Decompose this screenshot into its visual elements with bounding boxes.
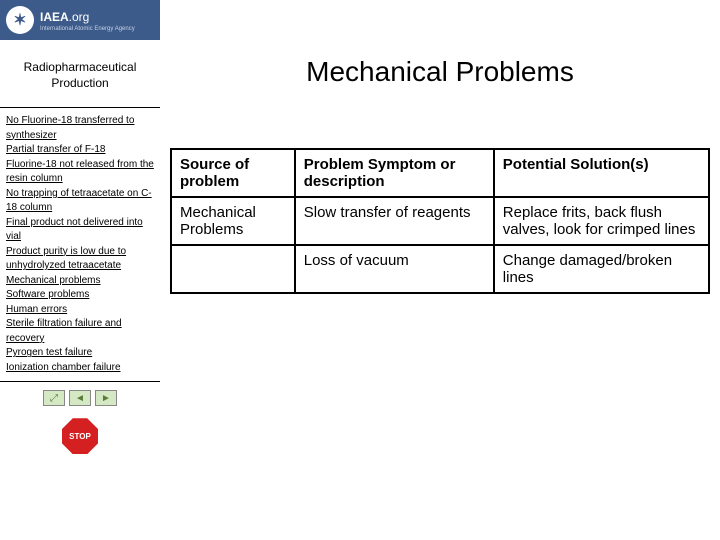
sidebar-link[interactable]: Ionization chamber failure [6, 361, 154, 376]
nav-next-icon[interactable]: ► [95, 390, 117, 406]
sidebar-link[interactable]: Software problems [6, 288, 154, 303]
table-cell: Change damaged/broken lines [494, 245, 709, 293]
sidebar-link[interactable]: Product purity is low due to unhydrolyze… [6, 245, 154, 274]
sidebar-link[interactable]: Mechanical problems [6, 274, 154, 289]
org-header: ✶ IAEA.org International Atomic Energy A… [0, 0, 160, 40]
org-name: IAEA [40, 10, 69, 24]
sidebar-link[interactable]: Fluorine-18 not released from the resin … [6, 158, 154, 187]
main-layout: Radiopharmaceutical Production No Fluori… [0, 40, 720, 540]
iaea-logo-icon: ✶ [6, 6, 34, 34]
problems-table: Source of problem Problem Symptom or des… [170, 148, 710, 294]
sidebar-link[interactable]: Human errors [6, 303, 154, 318]
table-header: Source of problem [171, 149, 295, 197]
stop-button[interactable]: STOP [62, 418, 98, 454]
sidebar-title: Radiopharmaceutical Production [0, 40, 160, 107]
nav-home-icon[interactable]: ⤢ [43, 390, 65, 406]
table-row: Mechanical Problems Slow transfer of rea… [171, 197, 709, 245]
nav-controls: ⤢ ◄ ► [0, 382, 160, 414]
sidebar-link[interactable]: Sterile filtration failure and recovery [6, 317, 154, 346]
stop-button-wrap: STOP [0, 414, 160, 458]
table-header-row: Source of problem Problem Symptom or des… [171, 149, 709, 197]
sidebar-link-list: No Fluorine-18 transferred to synthesize… [0, 107, 160, 382]
table-header: Potential Solution(s) [494, 149, 709, 197]
table-cell: Slow transfer of reagents [295, 197, 494, 245]
table-header: Problem Symptom or description [295, 149, 494, 197]
sidebar-link[interactable]: No trapping of tetraacetate on C-18 colu… [6, 187, 154, 216]
sidebar: Radiopharmaceutical Production No Fluori… [0, 40, 160, 540]
org-title-block: IAEA.org International Atomic Energy Age… [40, 8, 135, 32]
page-title: Mechanical Problems [170, 40, 710, 148]
sidebar-link[interactable]: No Fluorine-18 transferred to synthesize… [6, 114, 154, 143]
nav-prev-icon[interactable]: ◄ [69, 390, 91, 406]
org-subtitle: International Atomic Energy Agency [40, 26, 135, 32]
sidebar-link[interactable]: Final product not delivered into vial [6, 216, 154, 245]
table-cell: Replace frits, back flush valves, look f… [494, 197, 709, 245]
table-cell: Loss of vacuum [295, 245, 494, 293]
org-suffix: .org [69, 10, 90, 24]
table-cell: Mechanical Problems [171, 197, 295, 245]
sidebar-link[interactable]: Partial transfer of F-18 [6, 143, 154, 158]
table-cell [171, 245, 295, 293]
table-row: Loss of vacuum Change damaged/broken lin… [171, 245, 709, 293]
sidebar-link[interactable]: Pyrogen test failure [6, 346, 154, 361]
content-area: Mechanical Problems Source of problem Pr… [160, 40, 720, 540]
